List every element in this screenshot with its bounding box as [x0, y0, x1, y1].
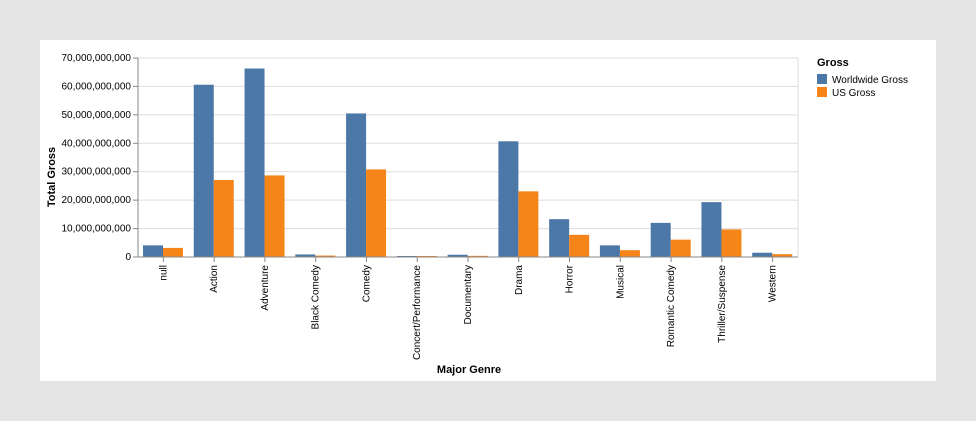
bar-worldwide: [599, 245, 620, 257]
x-tick-label: Comedy: [361, 265, 372, 302]
bar-worldwide: [498, 141, 519, 257]
bar-worldwide: [650, 222, 671, 257]
legend-label-worldwide: Worldwide Gross: [832, 75, 908, 86]
bar-us: [213, 179, 234, 257]
bar-us: [518, 191, 539, 257]
y-tick-label: 30,000,000,000: [61, 167, 131, 178]
x-axis-title: Major Genre: [437, 364, 501, 376]
axes: 0 10,000,000,000 20,000,000,000 30,000,000,…: [61, 53, 798, 360]
x-tick-label: null: [158, 265, 169, 281]
x-tick-label: Drama: [514, 265, 525, 295]
x-tick-label: Horror: [565, 264, 576, 293]
x-tick-label: Romantic Comedy: [666, 265, 677, 347]
bar-us: [315, 255, 336, 257]
legend-title: Gross: [817, 57, 849, 69]
y-tick-label: 20,000,000,000: [61, 195, 131, 206]
bar-worldwide: [193, 84, 214, 257]
bar-us: [721, 229, 742, 257]
bars: [143, 68, 793, 257]
y-axis-title: Total Gross: [46, 147, 58, 207]
legend: Gross Worldwide Gross US Gross: [817, 57, 908, 99]
y-tick-label: 40,000,000,000: [61, 138, 131, 149]
bar-worldwide: [752, 252, 773, 257]
bar-worldwide: [244, 68, 265, 257]
x-tick-label: Concert/Performance: [412, 265, 423, 360]
x-tick-label: Documentary: [463, 265, 474, 324]
bar-us: [264, 175, 285, 257]
bar-us: [670, 239, 691, 257]
grouped-bar-chart: 0 10,000,000,000 20,000,000,000 30,000,000,…: [46, 53, 908, 376]
x-tick-label: Thriller/Suspense: [717, 265, 728, 343]
legend-swatch-worldwide: [817, 74, 827, 84]
y-tick-label: 10,000,000,000: [61, 224, 131, 235]
chart-card: 0 10,000,000,000 20,000,000,000 30,000,000,…: [40, 40, 936, 381]
bar-us: [366, 169, 387, 257]
y-tick-label: 50,000,000,000: [61, 110, 131, 121]
x-tick-label: Black Comedy: [311, 265, 322, 329]
bar-us: [619, 250, 640, 257]
bar-worldwide: [346, 113, 367, 257]
bar-us: [467, 255, 488, 257]
x-tick-label: Musical: [615, 265, 626, 299]
bar-worldwide: [701, 202, 722, 257]
legend-swatch-us: [817, 87, 827, 97]
y-tick-label: 60,000,000,000: [61, 81, 131, 92]
x-tick-label: Adventure: [260, 265, 271, 311]
bar-worldwide: [549, 219, 570, 257]
bar-us: [772, 254, 793, 257]
bar-us: [163, 247, 183, 257]
bar-worldwide: [295, 254, 316, 257]
x-tick-label: Action: [209, 265, 220, 293]
bar-worldwide: [447, 254, 468, 257]
x-tick-label: Western: [768, 265, 779, 302]
legend-label-us: US Gross: [832, 88, 875, 99]
bar-us: [569, 234, 590, 257]
gridlines: [138, 57, 799, 258]
y-tick-label: 0: [125, 252, 131, 263]
y-tick-label: 70,000,000,000: [61, 53, 131, 64]
bar-worldwide: [143, 245, 163, 257]
